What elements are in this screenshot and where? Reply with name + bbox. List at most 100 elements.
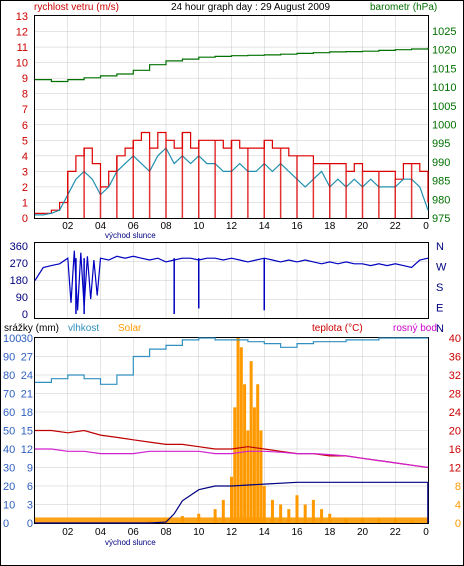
temperature-tick-label: 20 xyxy=(449,426,461,438)
humidity-tick-label: 24 xyxy=(21,370,33,382)
precip-tick-label: 100 xyxy=(3,333,21,345)
barometer-tick-label: 1005 xyxy=(432,101,456,113)
panel1-series xyxy=(35,47,429,218)
direction-tick-label: 360 xyxy=(10,241,28,253)
panel1-right-ticks: 1025 1020 1015 1010 1005 1000 995 990 985 980 975 xyxy=(432,26,456,225)
hour-label: 02 xyxy=(62,527,74,538)
sunrise-label-bottom: východ slunce xyxy=(105,538,156,547)
solar-bar xyxy=(233,407,237,523)
precip-tick-label: 70 xyxy=(3,389,15,401)
wind-tick-label: 2 xyxy=(22,182,28,194)
panel3-x-axis: 02 04 06 08 10 12 14 16 18 20 22 0 xyxy=(62,527,429,538)
hour-label: 08 xyxy=(160,527,172,538)
hour-label: 04 xyxy=(95,527,107,538)
precip-axis-title: srážky (mm) xyxy=(4,323,59,334)
precip-tick-label: 0 xyxy=(3,518,9,530)
barometer-tick-label: 990 xyxy=(432,157,450,169)
barometer-axis-title: barometr (hPa) xyxy=(370,2,437,13)
wind-tick-label: 7 xyxy=(22,104,28,116)
precip-tick-label: 90 xyxy=(3,352,15,364)
panel2-left-ticks: 360 270 180 90 0 xyxy=(10,241,28,321)
dewpoint-axis-title: rosný bod xyxy=(393,323,437,334)
hour-label: 08 xyxy=(160,221,172,232)
temperature-tick-label: 8 xyxy=(455,481,461,493)
solar-bar xyxy=(246,430,250,523)
wind-speed-axis-title: rychlost vetru (m/s) xyxy=(34,2,119,13)
humidity-tick-label: 6 xyxy=(27,481,33,493)
precip-tick-label: 50 xyxy=(3,426,15,438)
barometer-tick-label: 1010 xyxy=(432,82,456,94)
solar-bar xyxy=(236,338,240,523)
humidity-tick-label: 15 xyxy=(21,426,33,438)
hour-label: 10 xyxy=(193,527,205,538)
wind-tick-label: 13 xyxy=(16,11,28,23)
temperature-tick-label: 24 xyxy=(449,407,461,419)
humidity-axis-title: vlhkost xyxy=(68,323,99,334)
solar-baseline xyxy=(35,517,428,523)
hour-label: 02 xyxy=(62,221,74,232)
solar-axis-title: Solar xyxy=(118,323,142,334)
wind-tick-label: 9 xyxy=(22,73,28,85)
humidity-tick-label: 0 xyxy=(27,518,33,530)
humidity-tick-label: 9 xyxy=(27,463,33,475)
precip-tick-label: 40 xyxy=(3,444,15,456)
temperature-tick-label: 12 xyxy=(449,463,461,475)
hour-label: 18 xyxy=(324,221,336,232)
hour-label: 10 xyxy=(193,221,205,232)
hour-label: 20 xyxy=(357,527,369,538)
solar-bar xyxy=(213,509,217,523)
solar-bar xyxy=(249,361,253,523)
wind-tick-label: 1 xyxy=(22,197,28,209)
precip-tick-label: 20 xyxy=(3,481,15,493)
hour-label: 06 xyxy=(128,527,140,538)
temperature-tick-label: 4 xyxy=(455,500,461,512)
panel1-x-axis: 02 04 06 08 10 12 14 16 18 20 22 0 xyxy=(62,221,429,232)
barometer-tick-label: 985 xyxy=(432,176,450,188)
temperature-tick-label: 32 xyxy=(449,370,461,382)
precip-tick-label: 10 xyxy=(3,500,15,512)
solar-bar xyxy=(239,347,243,523)
hour-label: 22 xyxy=(390,527,402,538)
hour-label: 0 xyxy=(423,527,429,538)
barometer-tick-label: 1015 xyxy=(432,63,456,75)
compass-tick-label: N xyxy=(436,323,444,335)
temperature-tick-label: 28 xyxy=(449,389,461,401)
solar-bar xyxy=(279,504,283,523)
solar-bar xyxy=(287,509,291,523)
solar-bar xyxy=(243,384,247,523)
wind-tick-label: 5 xyxy=(22,135,28,147)
hour-label: 12 xyxy=(226,221,238,232)
solar-bar xyxy=(259,430,263,523)
hour-label: 18 xyxy=(324,527,336,538)
temperature-tick-label: 0 xyxy=(455,518,461,530)
humidity-line xyxy=(35,337,428,385)
wind-tick-label: 4 xyxy=(22,151,28,163)
barometer-tick-label: 1025 xyxy=(432,26,456,38)
humidity-tick-label: 27 xyxy=(21,352,33,364)
compass-tick-label: E xyxy=(436,303,443,315)
solar-bar xyxy=(256,384,260,523)
temperature-tick-label: 40 xyxy=(449,333,461,345)
panel3-series xyxy=(35,337,429,524)
solar-bar xyxy=(252,407,256,523)
hour-label: 14 xyxy=(259,527,271,538)
compass-tick-label: N xyxy=(436,241,444,253)
precipitation-line xyxy=(35,481,428,524)
solar-bar xyxy=(295,495,299,523)
hour-label: 16 xyxy=(291,527,303,538)
hour-label: 22 xyxy=(390,221,402,232)
compass-tick-label: S xyxy=(436,282,443,294)
dewpoint-line xyxy=(35,448,429,469)
wind-tick-label: 8 xyxy=(22,89,28,101)
hour-label: 0 xyxy=(423,221,429,232)
humidity-tick-label: 3 xyxy=(27,500,33,512)
solar-bar xyxy=(320,509,324,523)
wind-gust-line xyxy=(35,131,429,214)
panel2-series xyxy=(34,250,429,314)
